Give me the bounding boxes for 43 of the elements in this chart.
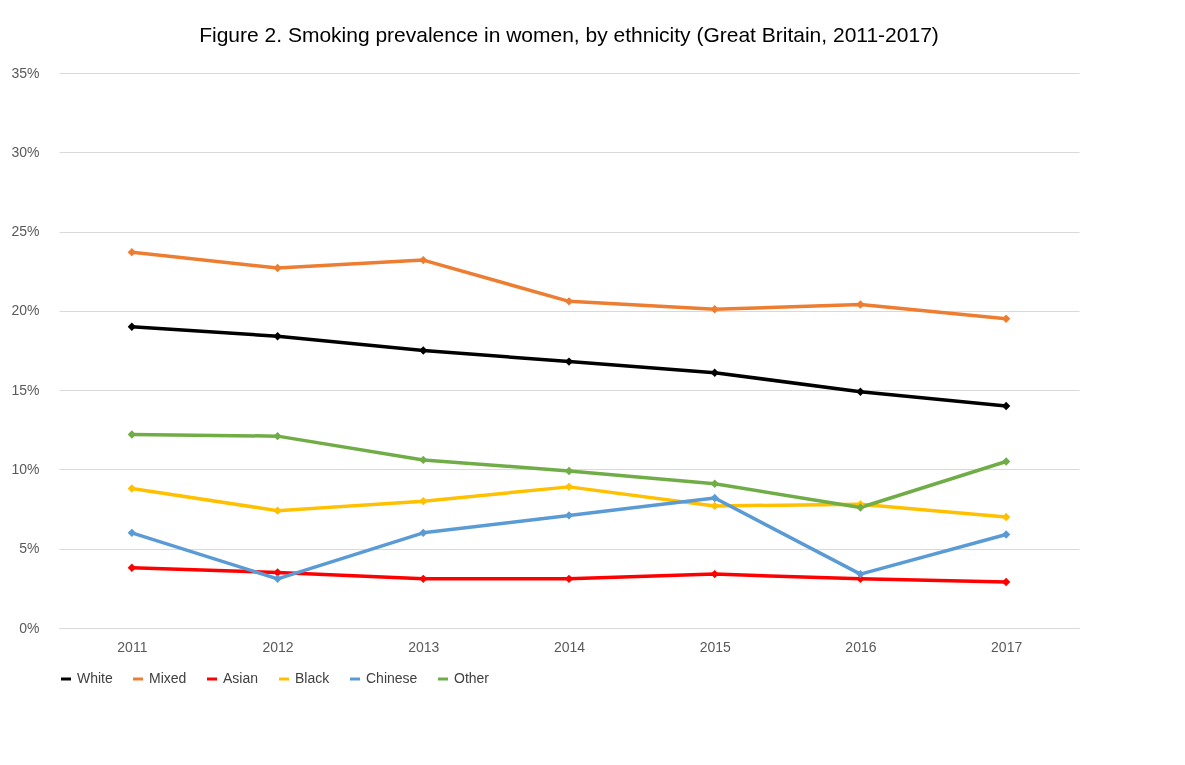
point bbox=[710, 569, 719, 579]
point bbox=[564, 482, 574, 492]
legend-label: White bbox=[77, 670, 113, 686]
y-tick-label: 30% bbox=[11, 143, 40, 160]
x-tick-label: 2014 bbox=[553, 638, 586, 655]
y-tick-label: 35% bbox=[11, 64, 40, 81]
point bbox=[273, 332, 282, 341]
point bbox=[273, 431, 282, 441]
legend-label: Asian bbox=[223, 670, 259, 686]
point bbox=[273, 574, 282, 584]
point bbox=[856, 387, 865, 396]
legend-label: Chinese bbox=[366, 670, 418, 686]
x-tick-label: 2011 bbox=[117, 638, 148, 655]
y-tick-label: 15% bbox=[11, 381, 40, 398]
point bbox=[1001, 457, 1011, 466]
x-tick-label: 2016 bbox=[845, 638, 877, 655]
legend-label: Mixed bbox=[149, 670, 187, 686]
point bbox=[856, 569, 865, 579]
point bbox=[127, 484, 137, 493]
x-tick-label: 2017 bbox=[991, 638, 1023, 655]
point bbox=[419, 255, 428, 265]
point bbox=[127, 528, 137, 538]
chart-title: Figure 2. Smoking prevalence in women, by ethnicity (Great Britain, 2011-2017) bbox=[199, 23, 939, 46]
point bbox=[710, 501, 719, 511]
point bbox=[419, 455, 428, 465]
point bbox=[710, 368, 719, 377]
y-tick-label: 20% bbox=[11, 302, 40, 319]
y-tick-label: 0% bbox=[19, 619, 40, 636]
x-tick-label: 2015 bbox=[699, 638, 731, 655]
point bbox=[273, 263, 282, 273]
point bbox=[710, 493, 719, 503]
point bbox=[273, 506, 282, 515]
x-tick-label: 2012 bbox=[262, 638, 294, 655]
point bbox=[1001, 530, 1011, 539]
y-tick-label: 10% bbox=[11, 460, 40, 477]
point bbox=[564, 511, 574, 520]
y-tick-label: 25% bbox=[11, 223, 40, 240]
legend-label: Black bbox=[295, 670, 331, 686]
x-tick-label: 2013 bbox=[408, 638, 440, 655]
y-tick-label: 5% bbox=[19, 540, 40, 557]
point bbox=[419, 496, 428, 506]
point bbox=[710, 305, 719, 314]
legend-label: Other bbox=[454, 670, 490, 686]
